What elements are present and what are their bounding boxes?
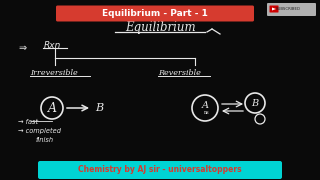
Text: SUBSCRIBED: SUBSCRIBED [276,8,300,12]
Text: → completed: → completed [18,128,61,134]
Text: finish: finish [36,137,54,143]
Polygon shape [272,8,276,10]
Text: Chemistry by AJ sir - universaltoppers: Chemistry by AJ sir - universaltoppers [78,165,242,174]
FancyBboxPatch shape [267,3,316,16]
Text: A: A [202,102,209,111]
Text: A: A [47,102,57,114]
Text: Equilibrium - Part - 1: Equilibrium - Part - 1 [102,9,208,18]
Text: Rxn: Rxn [44,40,61,50]
Text: → fast: → fast [18,119,38,125]
Text: B: B [252,98,259,107]
Text: ns: ns [204,109,210,114]
FancyBboxPatch shape [269,6,278,12]
Text: Equilibrium: Equilibrium [125,21,195,35]
Text: ⇒: ⇒ [18,43,26,53]
FancyBboxPatch shape [38,161,282,179]
Text: Reversible: Reversible [158,69,201,77]
FancyBboxPatch shape [56,6,254,21]
Text: B: B [95,103,103,113]
Text: Irreversible: Irreversible [30,69,78,77]
